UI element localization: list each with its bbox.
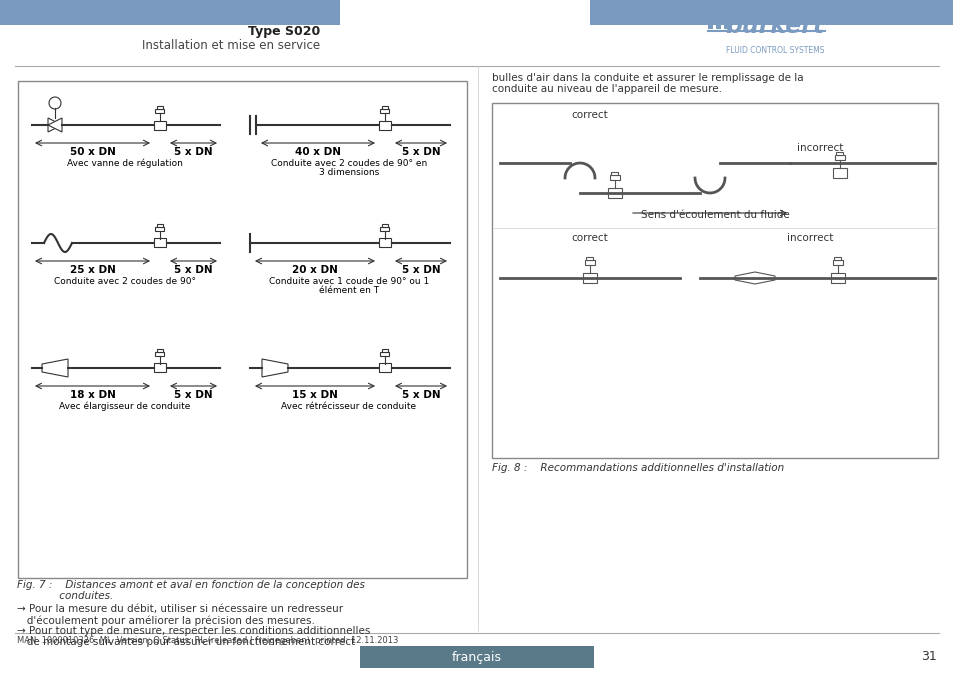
- Bar: [830, 273, 844, 283]
- Text: MAN  1000010326  ML  Version: Q Status: RL (released | freigegeben)  printed: 12: MAN 1000010326 ML Version: Q Status: RL …: [17, 636, 398, 645]
- Text: Sens d'écoulement du fluide: Sens d'écoulement du fluide: [640, 210, 788, 220]
- Text: bürkert: bürkert: [724, 14, 823, 38]
- Bar: [155, 227, 164, 232]
- Bar: [723, 24, 728, 29]
- Bar: [492, 103, 937, 458]
- Polygon shape: [48, 118, 62, 132]
- Bar: [378, 363, 391, 372]
- Text: 5 x DN: 5 x DN: [174, 390, 213, 400]
- Text: 31: 31: [921, 651, 936, 664]
- Text: Conduite avec 2 coudes de 90° en: Conduite avec 2 coudes de 90° en: [271, 159, 427, 168]
- Bar: [156, 349, 163, 352]
- Text: → Pour la mesure du débit, utiliser si nécessaire un redresseur: → Pour la mesure du débit, utiliser si n…: [17, 604, 343, 614]
- Bar: [832, 168, 846, 178]
- Text: Conduite avec 1 coude de 90° ou 1: Conduite avec 1 coude de 90° ou 1: [269, 277, 429, 286]
- Text: 5 x DN: 5 x DN: [401, 265, 440, 275]
- Bar: [156, 106, 163, 109]
- Bar: [18, 81, 467, 578]
- Text: incorrect: incorrect: [786, 233, 832, 243]
- Bar: [155, 109, 164, 113]
- Text: correct: correct: [571, 110, 608, 120]
- Text: Avec élargisseur de conduite: Avec élargisseur de conduite: [59, 402, 191, 411]
- Text: → Pour tout type de mesure, respecter les conditions additionnelles: → Pour tout type de mesure, respecter le…: [17, 626, 370, 636]
- Bar: [359, 646, 594, 668]
- Text: 5 x DN: 5 x DN: [401, 390, 440, 400]
- Polygon shape: [734, 272, 774, 284]
- Text: FLUID CONTROL SYSTEMS: FLUID CONTROL SYSTEMS: [725, 46, 823, 55]
- Bar: [707, 24, 712, 29]
- Circle shape: [49, 97, 61, 109]
- Bar: [155, 352, 164, 356]
- Bar: [381, 106, 388, 109]
- Bar: [380, 227, 389, 232]
- Bar: [378, 120, 391, 129]
- Text: 3 dimensions: 3 dimensions: [318, 168, 378, 177]
- Text: correct: correct: [571, 233, 608, 243]
- Text: d'écoulement pour améliorer la précision des mesures.: d'écoulement pour améliorer la précision…: [17, 615, 314, 625]
- Text: de montage suivantes pour assurer un fonctionnement correct: de montage suivantes pour assurer un fon…: [17, 637, 355, 647]
- Text: 25 x DN: 25 x DN: [70, 265, 115, 275]
- Text: 40 x DN: 40 x DN: [294, 147, 340, 157]
- Bar: [153, 363, 166, 372]
- Bar: [609, 175, 619, 180]
- Text: Type S020: Type S020: [248, 25, 319, 38]
- Text: Installation et mise en service: Installation et mise en service: [142, 39, 319, 52]
- Bar: [156, 224, 163, 227]
- Text: 5 x DN: 5 x DN: [401, 147, 440, 157]
- Text: 50 x DN: 50 x DN: [70, 147, 115, 157]
- Polygon shape: [262, 359, 288, 377]
- Text: bulles d'air dans la conduite et assurer le remplissage de la: bulles d'air dans la conduite et assurer…: [492, 73, 802, 83]
- Bar: [153, 238, 166, 248]
- Bar: [716, 24, 720, 29]
- Bar: [586, 257, 593, 260]
- Text: 5 x DN: 5 x DN: [174, 265, 213, 275]
- Bar: [0, 0, 339, 25]
- Bar: [584, 260, 595, 265]
- Text: Avec rétrécisseur de conduite: Avec rétrécisseur de conduite: [281, 402, 416, 411]
- Bar: [836, 152, 842, 155]
- Text: élément en T: élément en T: [318, 286, 378, 295]
- Bar: [380, 352, 389, 356]
- Bar: [589, 0, 953, 25]
- Text: Conduite avec 2 coudes de 90°: Conduite avec 2 coudes de 90°: [54, 277, 195, 286]
- Text: 20 x DN: 20 x DN: [292, 265, 337, 275]
- Bar: [582, 273, 597, 283]
- Text: 18 x DN: 18 x DN: [70, 390, 115, 400]
- Bar: [380, 109, 389, 113]
- Bar: [611, 172, 618, 175]
- Text: conduite au niveau de l'appareil de mesure.: conduite au niveau de l'appareil de mesu…: [492, 84, 721, 94]
- Polygon shape: [48, 118, 62, 132]
- Bar: [607, 188, 621, 198]
- Bar: [834, 155, 844, 160]
- Bar: [381, 224, 388, 227]
- Bar: [153, 120, 166, 129]
- Text: incorrect: incorrect: [796, 143, 842, 153]
- Bar: [832, 260, 842, 265]
- Text: Fig. 8 :    Recommandations additionnelles d'installation: Fig. 8 : Recommandations additionnelles …: [492, 463, 783, 473]
- Text: français: français: [452, 651, 501, 664]
- Text: Fig. 7 :    Distances amont et aval en fonction de la conception des: Fig. 7 : Distances amont et aval en fonc…: [17, 580, 364, 590]
- Text: 15 x DN: 15 x DN: [292, 390, 337, 400]
- Text: 5 x DN: 5 x DN: [174, 147, 213, 157]
- Text: Avec vanne de régulation: Avec vanne de régulation: [67, 159, 183, 168]
- Polygon shape: [42, 359, 68, 377]
- Bar: [378, 238, 391, 248]
- Bar: [834, 257, 841, 260]
- Bar: [381, 349, 388, 352]
- Text: conduites.: conduites.: [17, 591, 113, 601]
